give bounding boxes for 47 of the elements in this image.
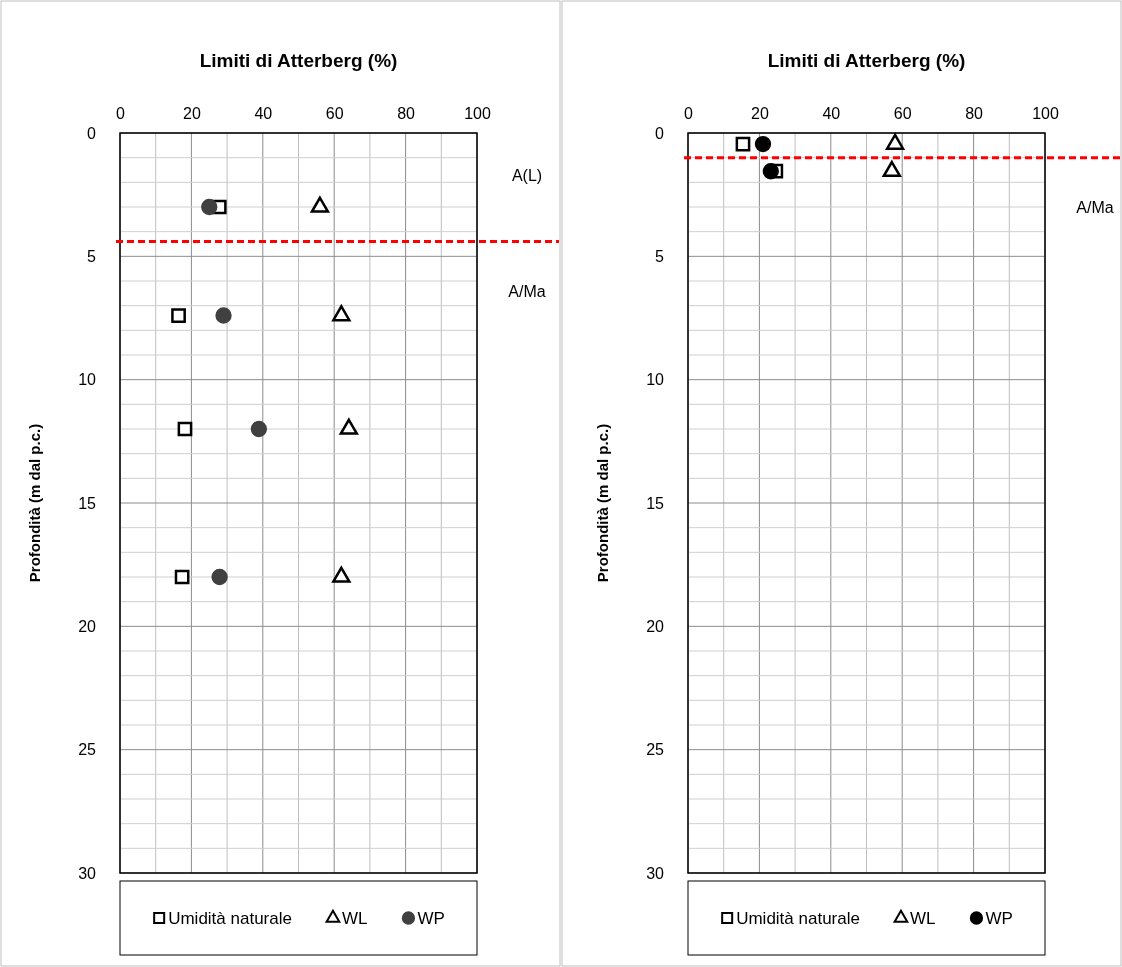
text: A/Ma bbox=[508, 283, 546, 301]
point bbox=[215, 307, 232, 324]
y-tick-label: 25 bbox=[646, 741, 665, 759]
text: A/Ma bbox=[1076, 199, 1114, 217]
point bbox=[201, 198, 218, 216]
y-tick-label: 10 bbox=[78, 371, 97, 389]
x-tick-label: 60 bbox=[893, 105, 912, 122]
y-tick-label: 0 bbox=[87, 124, 97, 142]
y-tick-label: 10 bbox=[646, 371, 665, 389]
y-tick-label: 30 bbox=[646, 864, 665, 882]
x-tick-label: 100 bbox=[1032, 105, 1059, 122]
x-tick-label: 0 bbox=[684, 105, 694, 122]
x-tick-label: 20 bbox=[183, 105, 201, 122]
y-tick-label: 30 bbox=[78, 864, 97, 882]
y-tick-label: 15 bbox=[646, 494, 665, 512]
legend-label: Umidità naturale bbox=[736, 908, 860, 928]
x-tick-label: 60 bbox=[325, 105, 344, 122]
point bbox=[211, 568, 228, 586]
x-tick-label: 100 bbox=[464, 105, 491, 122]
chart-title: Limiti di Atterberg (%) bbox=[199, 50, 398, 71]
text: A(L) bbox=[511, 166, 543, 184]
point bbox=[174, 569, 190, 585]
y-tick-label: 15 bbox=[78, 494, 97, 512]
y-axis-title: Profondità (m dal p.c.) bbox=[594, 423, 611, 583]
y-tick-label: 5 bbox=[87, 247, 97, 265]
legend-label: WP bbox=[417, 908, 445, 928]
x-tick-label: 40 bbox=[822, 105, 841, 122]
legend-label: WL bbox=[341, 908, 368, 928]
x-tick-label: 40 bbox=[254, 105, 273, 122]
point bbox=[171, 308, 186, 323]
x-tick-label: 80 bbox=[397, 105, 416, 122]
x-tick-label: 20 bbox=[751, 105, 769, 122]
point bbox=[332, 305, 351, 322]
point bbox=[177, 421, 193, 437]
point bbox=[250, 420, 268, 438]
y-tick-label: 0 bbox=[655, 124, 665, 142]
legend-label: Umidità naturale bbox=[168, 908, 292, 928]
x-tick-label: 0 bbox=[116, 105, 126, 122]
y-tick-label: 20 bbox=[646, 617, 665, 635]
y-tick-label: 25 bbox=[78, 741, 97, 759]
legend-label: WP bbox=[985, 908, 1013, 928]
y-tick-label: 5 bbox=[655, 247, 665, 265]
legend-label: WL bbox=[909, 908, 936, 928]
chart-title: Limiti di Atterberg (%) bbox=[767, 50, 966, 71]
y-tick-label: 20 bbox=[78, 617, 97, 635]
x-tick-label: 80 bbox=[965, 105, 984, 122]
y-axis-title: Profondità (m dal p.c.) bbox=[26, 423, 43, 583]
